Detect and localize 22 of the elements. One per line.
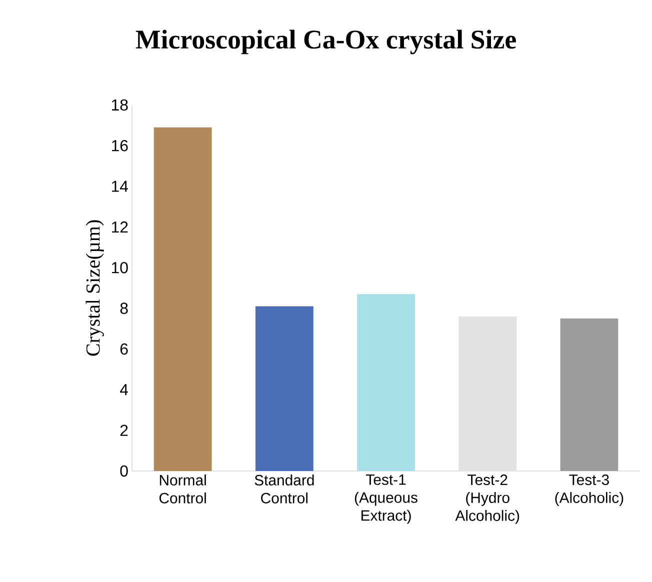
y-tick-label: 16 xyxy=(112,140,128,152)
y-tick-label: 12 xyxy=(112,221,128,233)
y-tick-label: 18 xyxy=(112,99,128,111)
x-tick-label: Normal Control xyxy=(159,474,206,504)
bar xyxy=(154,127,212,471)
x-tick-label: Test-1 (Aqueous Extract) xyxy=(354,474,418,524)
y-tick-label: 14 xyxy=(112,180,128,192)
bar xyxy=(560,318,618,471)
chart-title: Microscopical Ca-Ox crystal Size xyxy=(136,30,516,54)
y-tick-label: 10 xyxy=(112,262,128,274)
y-tick-label: 2 xyxy=(120,424,128,436)
bar xyxy=(357,294,415,471)
bar xyxy=(255,306,314,471)
y-tick-label: 0 xyxy=(120,465,128,477)
bar xyxy=(458,316,517,471)
x-tick-label: Test-3 (Alcoholic) xyxy=(555,474,624,506)
y-tick-label: 4 xyxy=(120,384,128,396)
y-tick-label: 8 xyxy=(120,302,128,314)
y-axis-title: Crystal Size(µm) xyxy=(86,220,104,356)
y-tick-label: 6 xyxy=(120,343,128,355)
x-tick-label: Standard Control xyxy=(254,474,314,504)
x-tick-label: Test-2 (Hydro Alcoholic) xyxy=(455,474,520,524)
